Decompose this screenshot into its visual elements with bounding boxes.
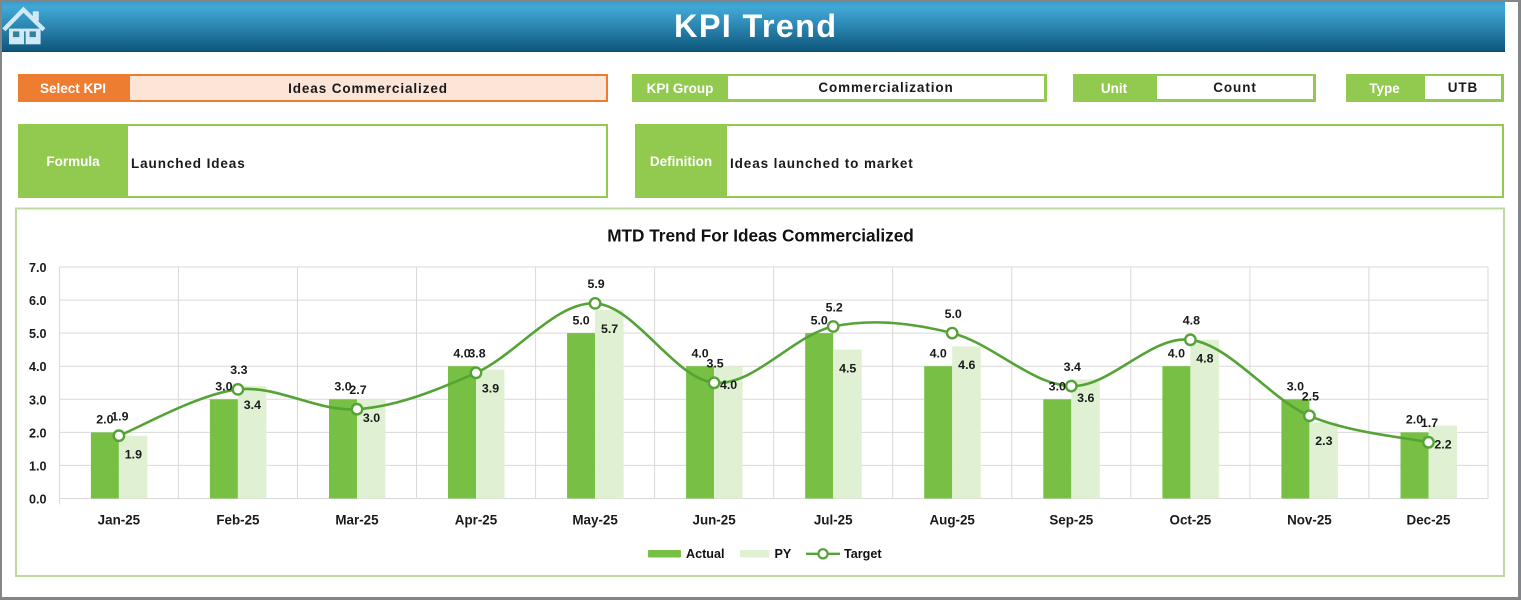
svg-text:7.0: 7.0 xyxy=(29,261,47,275)
svg-text:Target: Target xyxy=(844,547,882,561)
svg-text:PY: PY xyxy=(775,547,792,561)
svg-text:2.5: 2.5 xyxy=(1302,390,1319,404)
svg-text:5.0: 5.0 xyxy=(29,327,47,341)
svg-text:5.0: 5.0 xyxy=(811,313,828,327)
svg-text:5.2: 5.2 xyxy=(826,300,843,314)
svg-text:2.0: 2.0 xyxy=(29,426,47,440)
svg-text:Dec-25: Dec-25 xyxy=(1407,512,1451,527)
svg-text:4.5: 4.5 xyxy=(839,362,856,376)
svg-text:4.0: 4.0 xyxy=(930,347,947,361)
svg-text:2.3: 2.3 xyxy=(1315,434,1332,448)
svg-text:1.9: 1.9 xyxy=(125,448,142,462)
svg-text:3.0: 3.0 xyxy=(1049,380,1066,394)
svg-text:3.0: 3.0 xyxy=(1287,380,1304,394)
svg-text:Jan-25: Jan-25 xyxy=(98,512,141,527)
svg-text:3.0: 3.0 xyxy=(29,393,47,407)
svg-text:0.0: 0.0 xyxy=(29,493,47,507)
svg-text:4.0: 4.0 xyxy=(720,378,737,392)
svg-text:Sep-25: Sep-25 xyxy=(1049,512,1093,527)
svg-text:Jun-25: Jun-25 xyxy=(693,512,737,527)
svg-text:Feb-25: Feb-25 xyxy=(216,512,260,527)
svg-text:1.0: 1.0 xyxy=(29,459,47,473)
svg-text:3.0: 3.0 xyxy=(215,380,232,394)
svg-text:2.2: 2.2 xyxy=(1434,438,1451,452)
svg-text:3.4: 3.4 xyxy=(1064,360,1081,374)
svg-text:May-25: May-25 xyxy=(572,512,618,527)
svg-text:2.7: 2.7 xyxy=(349,383,366,397)
svg-text:3.4: 3.4 xyxy=(244,398,261,412)
svg-text:Mar-25: Mar-25 xyxy=(335,512,379,527)
svg-text:2.0: 2.0 xyxy=(96,413,113,427)
svg-text:3.9: 3.9 xyxy=(482,381,499,395)
svg-text:Apr-25: Apr-25 xyxy=(455,512,498,527)
svg-text:Nov-25: Nov-25 xyxy=(1287,512,1332,527)
svg-text:4.8: 4.8 xyxy=(1183,314,1200,328)
svg-text:4.0: 4.0 xyxy=(29,360,47,374)
svg-text:3.0: 3.0 xyxy=(334,380,351,394)
svg-text:2.0: 2.0 xyxy=(1406,413,1423,427)
svg-text:Aug-25: Aug-25 xyxy=(930,512,976,527)
svg-text:4.8: 4.8 xyxy=(1196,352,1213,366)
svg-text:3.0: 3.0 xyxy=(363,411,380,425)
svg-text:1.9: 1.9 xyxy=(111,410,128,424)
svg-text:Jul-25: Jul-25 xyxy=(814,512,853,527)
svg-text:3.3: 3.3 xyxy=(230,363,247,377)
svg-text:4.6: 4.6 xyxy=(958,358,975,372)
svg-text:4.0: 4.0 xyxy=(453,347,470,361)
svg-text:MTD Trend For Ideas Commercial: MTD Trend For Ideas Commercialized xyxy=(607,226,914,246)
svg-text:3.8: 3.8 xyxy=(468,347,485,361)
svg-text:5.7: 5.7 xyxy=(601,322,618,336)
svg-text:4.0: 4.0 xyxy=(1168,347,1185,361)
svg-text:Actual: Actual xyxy=(686,547,725,561)
svg-text:5.0: 5.0 xyxy=(572,313,589,327)
svg-text:3.6: 3.6 xyxy=(1077,391,1094,405)
svg-text:Oct-25: Oct-25 xyxy=(1170,512,1212,527)
svg-text:1.7: 1.7 xyxy=(1421,416,1438,430)
svg-text:5.0: 5.0 xyxy=(945,307,962,321)
svg-text:6.0: 6.0 xyxy=(29,294,47,308)
svg-text:4.0: 4.0 xyxy=(691,347,708,361)
svg-text:5.9: 5.9 xyxy=(587,277,604,291)
svg-text:3.5: 3.5 xyxy=(706,357,723,371)
